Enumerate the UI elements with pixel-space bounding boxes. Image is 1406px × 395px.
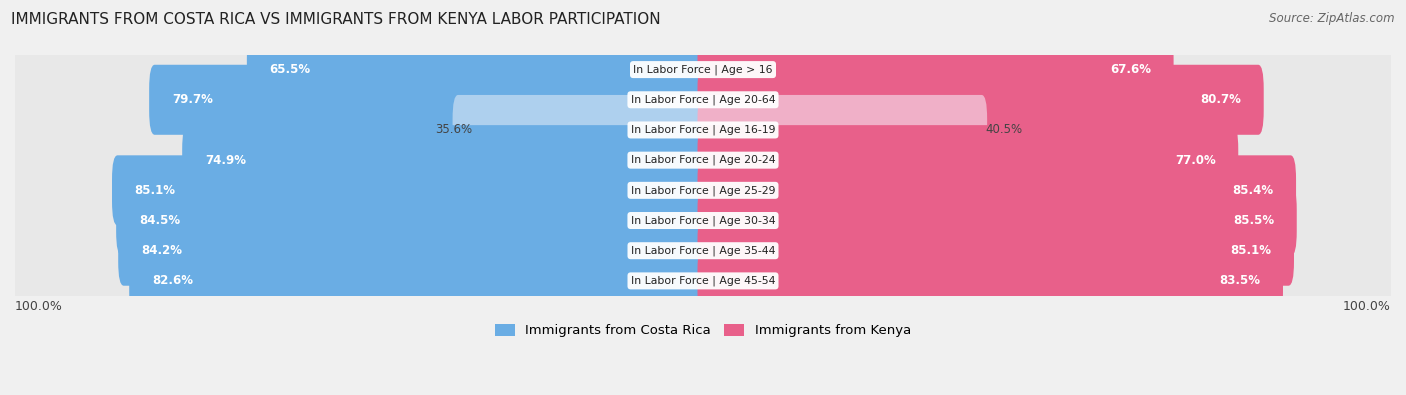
FancyBboxPatch shape (13, 125, 1393, 195)
Text: In Labor Force | Age 45-54: In Labor Force | Age 45-54 (631, 276, 775, 286)
Text: 84.2%: 84.2% (141, 244, 181, 257)
FancyBboxPatch shape (13, 35, 1393, 105)
FancyBboxPatch shape (697, 95, 987, 165)
Text: 77.0%: 77.0% (1175, 154, 1216, 167)
FancyBboxPatch shape (118, 216, 709, 286)
FancyBboxPatch shape (13, 65, 1393, 135)
Text: In Labor Force | Age > 16: In Labor Force | Age > 16 (633, 64, 773, 75)
FancyBboxPatch shape (697, 186, 1296, 256)
Text: IMMIGRANTS FROM COSTA RICA VS IMMIGRANTS FROM KENYA LABOR PARTICIPATION: IMMIGRANTS FROM COSTA RICA VS IMMIGRANTS… (11, 12, 661, 27)
Text: 82.6%: 82.6% (152, 275, 193, 288)
FancyBboxPatch shape (697, 65, 1264, 135)
Legend: Immigrants from Costa Rica, Immigrants from Kenya: Immigrants from Costa Rica, Immigrants f… (489, 318, 917, 342)
Text: 74.9%: 74.9% (205, 154, 246, 167)
Text: 85.5%: 85.5% (1233, 214, 1274, 227)
FancyBboxPatch shape (13, 95, 1393, 165)
FancyBboxPatch shape (117, 186, 709, 256)
Text: In Labor Force | Age 20-24: In Labor Force | Age 20-24 (631, 155, 775, 166)
Text: 85.4%: 85.4% (1232, 184, 1274, 197)
Text: 65.5%: 65.5% (270, 63, 311, 76)
Text: 100.0%: 100.0% (15, 300, 63, 313)
FancyBboxPatch shape (697, 246, 1284, 316)
FancyBboxPatch shape (13, 155, 1393, 226)
FancyBboxPatch shape (13, 246, 1393, 316)
FancyBboxPatch shape (129, 246, 709, 316)
Text: 40.5%: 40.5% (986, 124, 1022, 136)
Text: 80.7%: 80.7% (1201, 93, 1241, 106)
Text: In Labor Force | Age 30-34: In Labor Force | Age 30-34 (631, 215, 775, 226)
Text: 85.1%: 85.1% (1230, 244, 1271, 257)
Text: 35.6%: 35.6% (434, 124, 472, 136)
Text: In Labor Force | Age 25-29: In Labor Force | Age 25-29 (631, 185, 775, 196)
Text: In Labor Force | Age 20-64: In Labor Force | Age 20-64 (631, 94, 775, 105)
FancyBboxPatch shape (697, 35, 1174, 105)
Text: 79.7%: 79.7% (172, 93, 212, 106)
Text: 67.6%: 67.6% (1109, 63, 1152, 76)
Text: 85.1%: 85.1% (135, 184, 176, 197)
FancyBboxPatch shape (149, 65, 709, 135)
Text: 100.0%: 100.0% (1343, 300, 1391, 313)
FancyBboxPatch shape (183, 125, 709, 195)
FancyBboxPatch shape (697, 125, 1239, 195)
Text: In Labor Force | Age 35-44: In Labor Force | Age 35-44 (631, 245, 775, 256)
Text: 83.5%: 83.5% (1219, 275, 1260, 288)
FancyBboxPatch shape (697, 216, 1294, 286)
FancyBboxPatch shape (13, 186, 1393, 256)
Text: In Labor Force | Age 16-19: In Labor Force | Age 16-19 (631, 125, 775, 135)
FancyBboxPatch shape (247, 35, 709, 105)
FancyBboxPatch shape (13, 216, 1393, 286)
Text: Source: ZipAtlas.com: Source: ZipAtlas.com (1270, 12, 1395, 25)
FancyBboxPatch shape (453, 95, 709, 165)
FancyBboxPatch shape (697, 155, 1296, 226)
Text: 84.5%: 84.5% (139, 214, 180, 227)
FancyBboxPatch shape (112, 155, 709, 226)
